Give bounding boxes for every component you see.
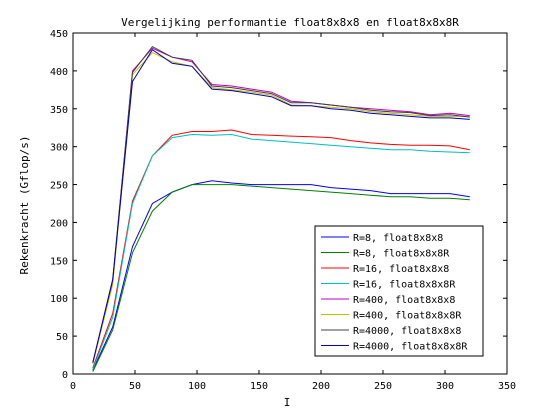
- legend-label-1: R=8, float8x8x8: [353, 233, 443, 244]
- series-line-2: [92, 184, 470, 372]
- legend-label-8: R=4000, float8x8x8R: [353, 342, 468, 353]
- y-tick-label: 250: [50, 181, 68, 192]
- y-axis-label: Rekenkracht (Gflop/s): [18, 135, 31, 274]
- legend: R=8, float8x8x8 R=8, float8x8x8R R=16, flo…: [314, 225, 484, 357]
- x-tick-label: 0: [70, 381, 76, 392]
- legend-label-7: R=4000, float8x8x8: [353, 326, 461, 337]
- legend-label-5: R=400, float8x8x8: [353, 295, 455, 306]
- series-line-8: [92, 48, 470, 363]
- y-tick-label: 300: [50, 143, 68, 154]
- x-axis-label: I: [284, 396, 291, 409]
- y-tick-label: 200: [50, 218, 68, 229]
- y-tick-label: 100: [50, 294, 68, 305]
- legend-label-2: R=8, float8x8x8R: [353, 249, 450, 260]
- legend-box: [314, 225, 484, 357]
- axes-frame: [72, 32, 508, 375]
- x-tick-label: 250: [374, 381, 392, 392]
- series-line-7: [92, 45, 470, 363]
- x-tick-label: 200: [312, 381, 330, 392]
- series-layer: [92, 45, 470, 372]
- series-line-4: [92, 133, 470, 370]
- series-line-6: [92, 52, 470, 364]
- x-tick-label: 150: [250, 381, 268, 392]
- chart-title: Vergelijking performantie float8x8x8 en …: [121, 16, 459, 29]
- x-tick-label: 300: [436, 381, 454, 392]
- y-tick-label: 150: [50, 256, 68, 267]
- x-tick-label: 100: [188, 381, 206, 392]
- legend-label-3: R=16, float8x8x8: [353, 264, 449, 275]
- x-tick-label: 50: [129, 381, 141, 392]
- y-tick-label: 450: [50, 29, 68, 40]
- y-tick-label: 50: [56, 332, 68, 343]
- y-tick-label: 350: [50, 105, 68, 116]
- y-tick-label: 0: [62, 370, 68, 381]
- y-tick-label: 400: [50, 67, 68, 78]
- legend-label-6: R=400, float8x8x8R: [353, 311, 462, 322]
- legend-label-4: R=16, float8x8x8R: [353, 280, 456, 291]
- axes-layer: 0 50 100 150 200 250 300 350 0 50 100 150 200 250 300 3…: [50, 29, 516, 392]
- series-line-1: [92, 180, 470, 371]
- x-tick-label: 350: [498, 381, 516, 392]
- series-line-5: [92, 47, 470, 364]
